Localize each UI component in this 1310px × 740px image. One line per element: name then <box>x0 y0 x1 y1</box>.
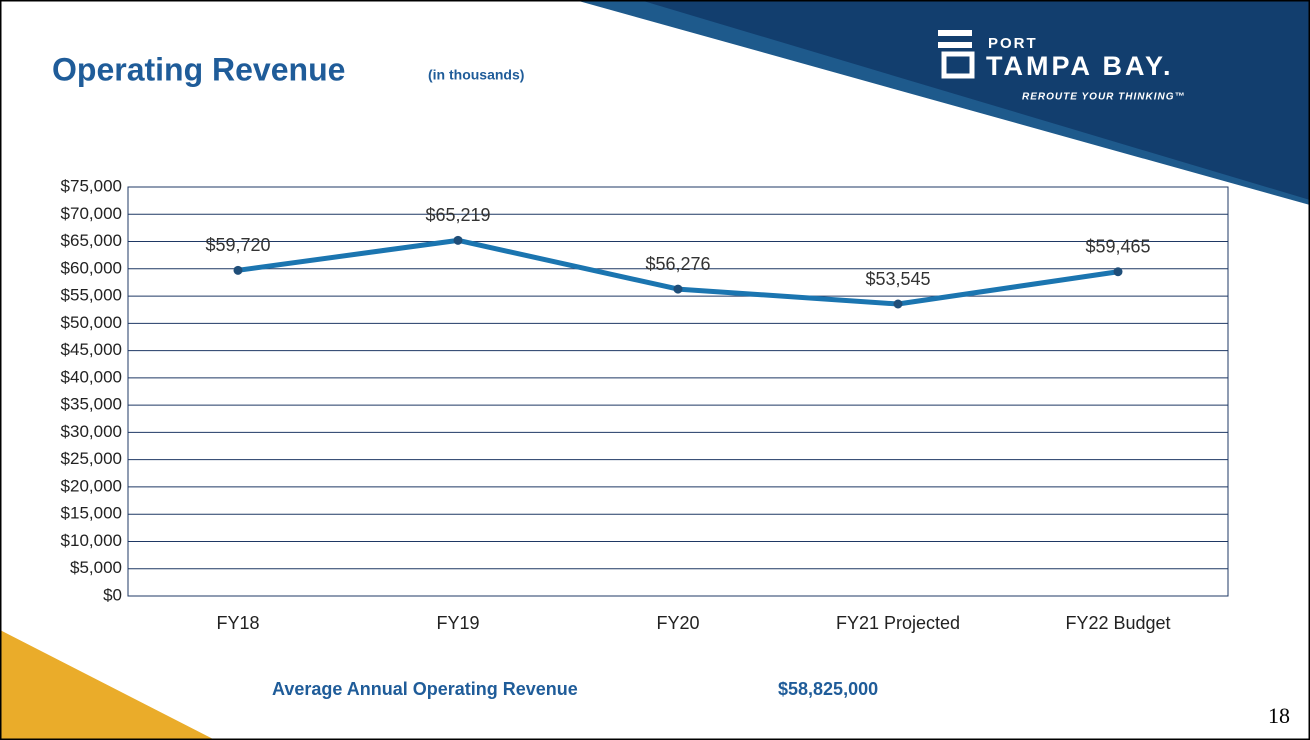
y-tick-label: $65,000 <box>61 231 122 250</box>
corner-yellow <box>0 630 215 740</box>
page-number: 18 <box>1268 703 1290 728</box>
data-label: $59,465 <box>1085 236 1150 256</box>
y-tick-label: $30,000 <box>61 422 122 441</box>
footer-label: Average Annual Operating Revenue <box>272 679 578 699</box>
point <box>453 235 463 245</box>
y-tick-label: $60,000 <box>61 258 122 277</box>
x-tick-label: FY21 Projected <box>836 613 960 633</box>
logo-text: TAMPA BAY. <box>986 51 1174 81</box>
logo-text: PORT <box>988 35 1038 52</box>
y-tick-label: $55,000 <box>61 286 122 305</box>
data-label: $53,545 <box>865 269 930 289</box>
data-label: $65,219 <box>425 205 490 225</box>
y-tick-label: $70,000 <box>61 204 122 223</box>
y-tick-label: $50,000 <box>61 313 122 332</box>
point <box>233 265 243 275</box>
x-tick-label: FY18 <box>216 613 259 633</box>
x-tick-label: FY22 Budget <box>1065 613 1170 633</box>
y-tick-label: $10,000 <box>61 531 122 550</box>
data-label: $59,720 <box>205 235 270 255</box>
y-tick-label: $20,000 <box>61 476 122 495</box>
y-tick-label: $0 <box>103 585 122 604</box>
y-tick-label: $35,000 <box>61 395 122 414</box>
point <box>893 299 903 309</box>
y-tick-label: $25,000 <box>61 449 122 468</box>
x-tick-label: FY19 <box>436 613 479 633</box>
y-tick-label: $75,000 <box>61 176 122 195</box>
footer-value: $58,825,000 <box>778 679 878 699</box>
chart-subtitle: (in thousands) <box>428 67 524 83</box>
y-tick-label: $15,000 <box>61 504 122 523</box>
logo-icon <box>938 42 972 48</box>
plot: $0 $5,000 $10,000 $15,000 $20,000 $25,000 $30,… <box>61 176 1229 633</box>
chart-title: Operating Revenue <box>52 51 345 87</box>
y-tick-label: $40,000 <box>61 367 122 386</box>
x-tick-label: FY20 <box>656 613 699 633</box>
y-tick-label: $5,000 <box>70 558 122 577</box>
point <box>673 284 683 294</box>
logo-icon <box>938 30 972 36</box>
point <box>1113 267 1123 277</box>
logo-icon <box>941 51 975 79</box>
corner-band-dark <box>640 0 1310 200</box>
y-tick-label: $45,000 <box>61 340 122 359</box>
logo-tagline: REROUTE YOUR THINKING™ <box>1022 92 1186 103</box>
data-label: $56,276 <box>645 254 710 274</box>
logo: PORT TAMPA BAY. REROUTE YOUR THINKING™ <box>938 30 1186 103</box>
